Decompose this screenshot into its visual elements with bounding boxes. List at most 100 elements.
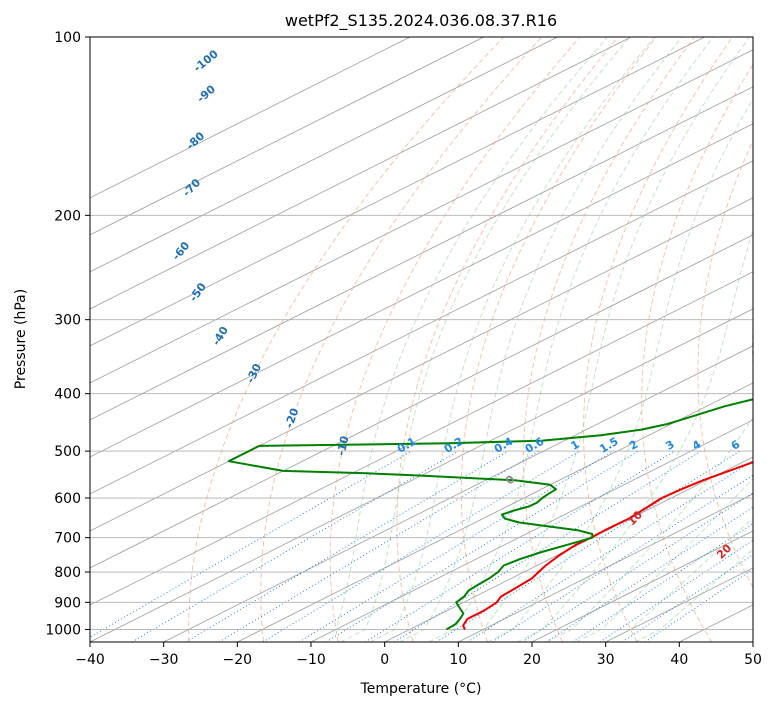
dry-adiabat-label: -30 [244,361,265,385]
y-tick-label: 300 [54,313,81,329]
y-axis-label: Pressure (hPa) [13,289,29,389]
x-axis-ticks: −40 −30 −20 −10 0 10 20 30 40 50 [75,642,762,668]
x-tick-label: 20 [523,652,541,668]
isotherm-line [531,530,753,642]
plot-area: -100-90-80-70-60-50-40-30-20-10 0.1 0.2 0.4… [90,37,770,642]
isotherm-line [90,37,632,310]
y-tick-label: 100 [54,30,81,46]
moist-adiabat-line [310,37,608,642]
y-tick-label: 900 [54,595,81,611]
mixing-ratio-line [262,450,580,642]
isotherm-line [458,493,753,642]
y-tick-label: 600 [54,491,81,507]
isotherm-line [605,567,753,642]
chart-title: wetPf2_S135.2024.036.08.37.R16 [285,11,557,31]
y-tick-label: 500 [54,444,81,460]
mixing-ratio-label: 6 [729,438,743,453]
dry-adiabat-label: -90 [195,82,219,105]
isotherm-line [237,382,753,642]
mixing-ratio-line [599,539,753,642]
moist-adiabat-line [517,228,753,642]
isotherm-line [310,419,753,642]
mixing-ratio-label: 0.4 [492,435,516,456]
isotherm-line [90,271,753,606]
y-tick-label: 1000 [45,622,81,638]
moist-adiabat-label: 20 [714,541,734,561]
moist-adiabat-line [634,548,753,642]
mixing-ratio-line [644,568,753,642]
dry-adiabat-line [523,37,695,642]
isotherm-line [90,308,753,642]
mixing-ratio-line [622,554,753,642]
series-group [227,398,753,631]
moist-adiabat-line [458,37,750,642]
mixing-ratio-line [521,492,753,642]
dry-adiabat-line [460,37,657,642]
dewpoint-profile [227,398,753,631]
x-tick-label: −20 [223,652,253,668]
temperature-profile [462,461,753,630]
dry-adiabat-label: -40 [210,324,232,348]
x-tick-label: 0 [380,652,389,668]
isotherm-line [90,37,705,347]
dry-adiabat-label: -20 [283,406,302,429]
dry-adiabat-line [188,37,505,642]
y-tick-label: 700 [54,531,81,547]
mixing-ratio-line [90,450,412,638]
mixing-ratio-line [492,474,753,642]
mixing-ratio-label: 8 [757,438,770,453]
isotherm-line [90,86,753,421]
isotherm-line [90,37,558,273]
y-tick-label: 800 [54,565,81,581]
grid [90,37,753,630]
mixing-ratio-line [325,450,639,642]
mixing-ratio-label: 2 [627,438,640,453]
x-axis-label: Temperature (°C) [360,681,482,697]
background-lines [90,37,753,642]
moist-adiabat-line [487,97,753,642]
moist-adiabat-line [428,37,714,642]
plot-frame [89,36,754,643]
isotherm-line [90,197,753,532]
x-tick-label: −10 [296,652,326,668]
mixing-ratio-line [546,506,753,642]
x-tick-label: 50 [744,652,762,668]
line-labels: -100-90-80-70-60-50-40-30-20-10 0.1 0.2 0.4… [170,47,770,561]
y-tick-label: 400 [54,387,81,403]
dry-adiabat-label: -100 [191,47,221,75]
mixing-ratio-label: 3 [663,438,676,453]
mixing-ratio-line [365,450,675,642]
isotherm-line [90,123,753,458]
isotherm-line [90,160,753,495]
mixing-ratio-label: 0.6 [523,435,547,456]
moist-adiabat-line [605,517,753,642]
isotherm-line [90,49,753,384]
dry-adiabat-label: -50 [187,280,209,304]
mixing-ratio-line [393,450,702,642]
mixing-ratio-line [572,523,753,642]
y-axis-ticks: 100 200 300 400 500 600 700 800 900 1000 [45,30,90,638]
dry-adiabat-line [260,37,543,642]
isotherm-line [163,345,753,642]
dry-adiabat-label: -10 [334,434,351,457]
x-tick-label: 30 [597,652,615,668]
mixing-ratio-line [131,450,459,642]
dry-adiabat-line [583,37,733,642]
x-tick-label: 40 [670,652,688,668]
mixing-ratio-line [298,450,614,642]
moist-adiabat-line [340,37,631,642]
moist-adiabat-line [546,416,753,642]
isotherm-line [90,37,484,236]
dry-adiabat-line [697,139,753,589]
x-tick-label: −40 [75,652,105,668]
mixing-ratio-label: 1.5 [597,435,620,456]
mixing-ratio-label: 0.1 [395,435,418,456]
isotherm-line [752,641,753,642]
dry-adiabat-line [396,37,619,642]
x-tick-label: −30 [149,652,179,668]
isotherm-line [90,234,753,569]
x-tick-label: 10 [449,652,467,668]
y-tick-label: 200 [54,208,81,224]
mixing-ratio-line [218,450,540,642]
